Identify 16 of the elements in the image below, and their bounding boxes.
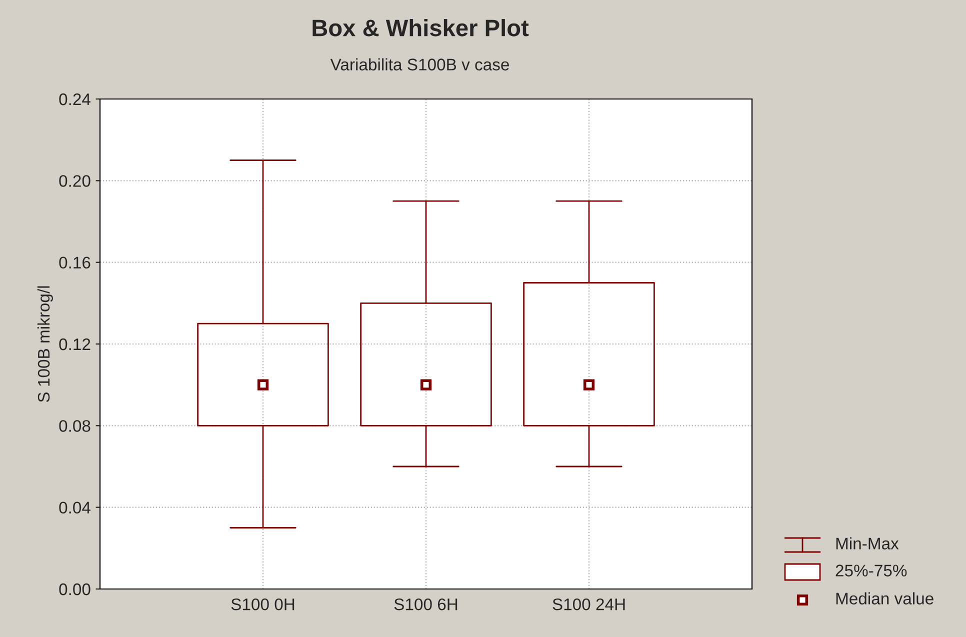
chart-title: Box & Whisker Plot	[312, 18, 529, 36]
y-axis-title: S 100B mikrog/l	[37, 286, 53, 402]
x-tick-label: S100 0H	[231, 598, 294, 610]
text: Min-Max	[836, 537, 899, 550]
y-tick-label: 0.16	[59, 256, 90, 269]
text: Median value	[836, 592, 934, 604]
y-tick-label: 0.08	[59, 420, 90, 432]
x-tick-label: S100 24H	[552, 598, 625, 610]
text: 25%-75%	[836, 564, 907, 576]
y-tick-label: 0.24	[59, 93, 90, 106]
y-tick-label: 0.04	[59, 502, 90, 514]
y-tick-label: 0.12	[59, 338, 90, 350]
y-tick-label: 0.20	[59, 175, 90, 187]
y-tick-label: 0.00	[59, 583, 90, 596]
chart-subtitle: Variabilita S100B v case	[330, 58, 509, 70]
x-tick-label: S100 6H	[394, 598, 458, 610]
